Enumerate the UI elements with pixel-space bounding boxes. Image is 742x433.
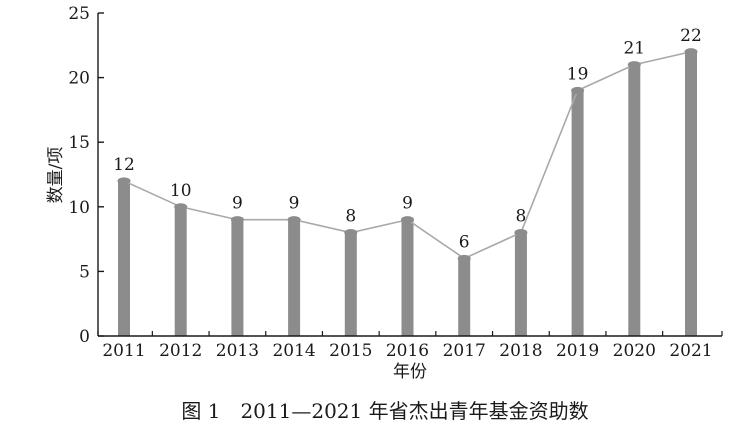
bar-2015 <box>344 232 357 336</box>
marker-2017 <box>457 254 471 263</box>
data-label-2019: 19 <box>567 65 589 85</box>
marker-2013 <box>230 216 244 224</box>
y-tick-label-25: 25 <box>68 4 90 24</box>
bar-2018 <box>514 232 527 336</box>
y-tick-label-10: 10 <box>68 198 90 218</box>
data-label-2014: 9 <box>289 194 300 214</box>
x-tick-label-2017: 2017 <box>443 341 486 361</box>
figure-caption: 图 1 2011—2021 年省杰出青年基金资助数 <box>181 399 588 423</box>
x-tick-label-2019: 2019 <box>556 341 599 361</box>
data-label-2012: 10 <box>170 181 192 201</box>
x-tick-label-2012: 2012 <box>159 341 202 361</box>
marker-2016 <box>401 216 414 224</box>
y-tick-label-0: 0 <box>79 327 90 347</box>
axes-layer <box>97 13 722 337</box>
marker-2019 <box>571 86 585 95</box>
bar-2012 <box>174 206 187 336</box>
marker-2021 <box>684 48 698 56</box>
bars-layer <box>118 51 697 337</box>
bar-2016 <box>401 219 414 336</box>
bar-2013 <box>231 219 244 336</box>
x-tick-label-2014: 2014 <box>272 341 315 361</box>
bar-2014 <box>288 219 301 336</box>
x-tick-label-2013: 2013 <box>216 341 259 361</box>
trend-line-layer <box>117 48 698 263</box>
y-tick-label-5: 5 <box>79 262 90 282</box>
bar-2017 <box>458 258 471 336</box>
marker-2015 <box>344 229 358 237</box>
y-tick-label-15: 15 <box>68 133 90 153</box>
x-tick-label-2021: 2021 <box>669 341 712 361</box>
x-tick-label-2020: 2020 <box>613 341 656 361</box>
marker-2011 <box>117 177 131 185</box>
bar-2021 <box>685 51 697 336</box>
x-tick-label-2018: 2018 <box>499 341 542 361</box>
x-ticks: 2011 2012 2013 2014 2015 2016 2017 2018 2019 2020… <box>97 331 723 361</box>
data-label-2021: 22 <box>680 26 702 46</box>
data-label-2018: 8 <box>515 207 526 227</box>
x-tick-label-2016: 2016 <box>386 341 429 361</box>
y-tick-label-20: 20 <box>68 69 90 89</box>
bar-2020 <box>628 64 641 337</box>
bar-2011 <box>118 180 130 336</box>
data-label-2015: 8 <box>345 207 356 227</box>
y-ticks: 0 5 10 15 20 25 <box>68 4 104 347</box>
bar-2019 <box>571 90 584 337</box>
data-label-2013: 9 <box>232 194 243 214</box>
x-axis-title: 年份 <box>393 362 427 382</box>
marker-2012 <box>174 203 188 211</box>
data-label-2017: 6 <box>459 232 470 252</box>
marker-2020 <box>627 61 641 69</box>
x-tick-label-2015: 2015 <box>329 341 372 361</box>
data-label-2016: 9 <box>402 194 413 214</box>
y-axis-title: 数量/项 <box>46 147 66 204</box>
data-label-2011: 12 <box>113 155 135 175</box>
marker-2014 <box>287 216 301 224</box>
marker-2018 <box>514 229 528 237</box>
x-tick-label-2011: 2011 <box>102 341 145 361</box>
data-labels: 12 10 9 9 8 9 6 8 19 21 22 <box>113 26 702 253</box>
data-label-2020: 21 <box>623 39 645 59</box>
